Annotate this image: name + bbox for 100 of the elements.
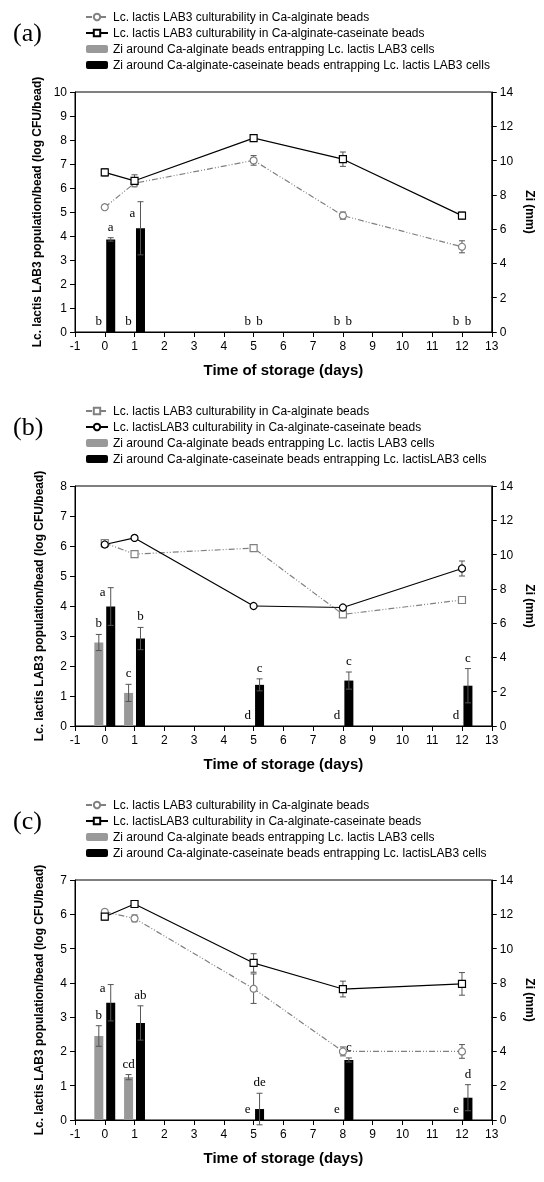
legend-label: Zi around Ca-alginate beads entrapping Lc. lactis LAB3 cells xyxy=(113,830,435,844)
y2-tick-label: 2 xyxy=(499,290,507,305)
x-tick-label: 8 xyxy=(339,733,347,747)
y-axis-title: Lc. lactis LAB3 population/bead (log CFU/bead) xyxy=(29,76,44,348)
x-tick-label: 6 xyxy=(280,733,288,747)
point xyxy=(457,242,467,251)
y-tick-label: 7 xyxy=(60,873,68,887)
y2-tick-label: 10 xyxy=(499,547,514,562)
y2-tick-label: 0 xyxy=(499,1113,507,1127)
y2-tick-label: 12 xyxy=(499,119,514,134)
data-label: c xyxy=(345,653,352,668)
x-tick-label: 8 xyxy=(339,339,347,353)
y2-tick-label: 8 xyxy=(499,187,507,202)
y-tick-label: 5 xyxy=(60,569,68,583)
legend-label: Zi around Ca-alginate-caseinate beads entrapping Lc. lactisLAB3 cells xyxy=(113,452,487,466)
x-tick-label: 10 xyxy=(395,733,410,747)
y2-axis-title: Zi (mm) xyxy=(523,190,537,234)
legend-label: Lc. lactisLAB3 culturability in Ca-alginate-caseinate beads xyxy=(113,420,422,434)
data-label: e xyxy=(334,1101,341,1116)
y2-tick-label: 4 xyxy=(499,1044,507,1059)
point xyxy=(130,899,139,909)
y2-tick-label: 12 xyxy=(499,513,514,528)
y2-axis-title: Zi (mm) xyxy=(523,584,537,628)
data-label: a xyxy=(99,583,106,599)
legend-label: Zi around Ca-alginate-caseinate beads entrapping Lc. lactisLAB3 cells xyxy=(113,846,487,860)
x-tick-label: 4 xyxy=(220,733,228,747)
y-tick-label: 2 xyxy=(60,1044,68,1059)
data-label: a xyxy=(107,218,114,234)
chart-title: (c) xyxy=(13,805,42,835)
data-label: d xyxy=(244,707,252,722)
x-tick-label: 3 xyxy=(190,1127,198,1141)
point xyxy=(457,1047,467,1056)
data-label: c xyxy=(256,659,263,675)
x-tick-label: 11 xyxy=(425,1127,439,1141)
x-tick-label: 9 xyxy=(369,1127,377,1141)
y2-tick-label: 0 xyxy=(499,719,507,733)
point xyxy=(457,564,467,573)
point xyxy=(249,958,258,968)
legend-label: Lc. lactisLAB3 culturability in Ca-alginate-caseinate beads xyxy=(113,814,422,828)
y-tick-label: 1 xyxy=(60,1078,68,1093)
y-tick-label: 1 xyxy=(60,301,68,315)
y-tick-label: 7 xyxy=(60,157,68,171)
y2-tick-label: 4 xyxy=(499,650,507,665)
x-tick-label: 3 xyxy=(190,733,198,747)
x-tick-label: 7 xyxy=(309,339,317,353)
y-tick-label: 4 xyxy=(60,229,68,243)
y-tick-label: 2 xyxy=(60,659,68,673)
legend-label: Lc. lactis LAB3 culturability in Ca-alginate beads xyxy=(113,10,370,24)
x-tick-label: 10 xyxy=(395,1127,410,1141)
x-axis-title: Time of storage (days) xyxy=(203,755,364,772)
point xyxy=(338,603,348,612)
x-tick-label: 2 xyxy=(160,733,168,747)
x-tick-label: 12 xyxy=(455,339,469,353)
data-label: b xyxy=(95,615,103,631)
x-tick-label: 7 xyxy=(309,1127,317,1141)
data-label: b xyxy=(452,313,460,328)
point xyxy=(338,155,348,164)
y-tick-label: 5 xyxy=(60,941,68,956)
y-tick-label: 5 xyxy=(60,205,68,219)
x-tick-label: 4 xyxy=(220,339,228,353)
bar xyxy=(124,692,134,726)
data-label: de xyxy=(253,1074,266,1090)
y2-tick-label: 2 xyxy=(499,1078,507,1093)
x-tick-label: 2 xyxy=(160,1127,168,1141)
x-tick-label: 9 xyxy=(369,733,377,747)
legend-label: Lc. lactis LAB3 culturability in Ca-alginate beads xyxy=(113,798,370,812)
x-tick-label: 0 xyxy=(101,1127,109,1141)
y-axis-title: Lc. lactis LAB3 population/bead (log CFU/bead) xyxy=(32,470,46,742)
y2-tick-label: 8 xyxy=(499,581,507,596)
x-tick-label: -1 xyxy=(69,339,81,353)
y2-tick-label: 14 xyxy=(499,85,514,99)
y-tick-label: 1 xyxy=(60,689,68,703)
x-tick-label: 1 xyxy=(131,733,139,747)
y-tick-label: 0 xyxy=(60,325,68,339)
legend-label: Zi around Ca-alginate-caseinate beads entrapping Lc. lactis LAB3 cells xyxy=(113,58,490,72)
data-label: b xyxy=(256,313,263,328)
data-label: d xyxy=(464,1065,472,1081)
data-label: c xyxy=(345,1038,352,1054)
data-label: a xyxy=(99,979,106,995)
data-label: cd xyxy=(122,1055,136,1071)
x-tick-label: 0 xyxy=(101,339,109,353)
data-label: b xyxy=(95,1006,103,1022)
x-tick-label: 13 xyxy=(485,1127,499,1141)
x-axis-title: Time of storage (days) xyxy=(203,361,364,378)
y-tick-label: 8 xyxy=(60,133,68,147)
point xyxy=(338,610,348,619)
y2-axis-title: Zi (mm) xyxy=(523,978,537,1022)
data-label: b xyxy=(95,313,103,328)
y-tick-label: 4 xyxy=(60,975,68,990)
x-tick-label: 8 xyxy=(339,1127,347,1141)
x-tick-label: 2 xyxy=(160,339,168,353)
x-axis-title: Time of storage (days) xyxy=(203,1149,364,1166)
chart-title: (b) xyxy=(13,411,44,441)
y-axis-title: Lc. lactis LAB3 population/bead (log CFU/bead) xyxy=(32,864,46,1136)
y-tick-label: 0 xyxy=(60,719,68,733)
data-label: c xyxy=(465,649,472,665)
y-tick-label: 6 xyxy=(60,181,68,195)
y-tick-label: 10 xyxy=(53,85,68,99)
y-tick-label: 3 xyxy=(60,253,68,267)
legend-label: Zi around Ca-alginate beads entrapping Lc. lactis LAB3 cells xyxy=(113,436,435,450)
